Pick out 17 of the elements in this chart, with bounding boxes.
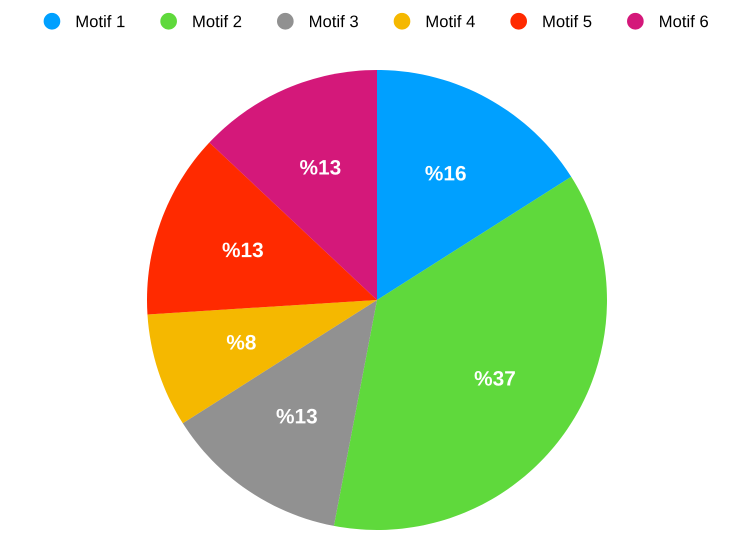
data-label: %8: [226, 334, 256, 350]
data-label: %13: [300, 160, 340, 175]
pie-slice: [147, 300, 377, 424]
legend-label: Motif 4: [426, 15, 475, 28]
legend-label: Motif 2: [193, 15, 242, 28]
legend-label: Motif 3: [310, 15, 358, 28]
data-label: %13: [276, 408, 317, 424]
pie-slice: [377, 70, 572, 300]
legend-label: Motif 5: [543, 15, 592, 28]
legend-label: Motif 6: [660, 15, 708, 28]
data-label: %37: [474, 370, 515, 386]
pie-slice: [147, 142, 377, 314]
legend-label: Motif 1: [76, 15, 124, 28]
pie-slice: [182, 300, 377, 526]
data-label: %13: [222, 242, 263, 258]
pie-slice: [209, 70, 377, 300]
data-label: %16: [425, 166, 466, 181]
